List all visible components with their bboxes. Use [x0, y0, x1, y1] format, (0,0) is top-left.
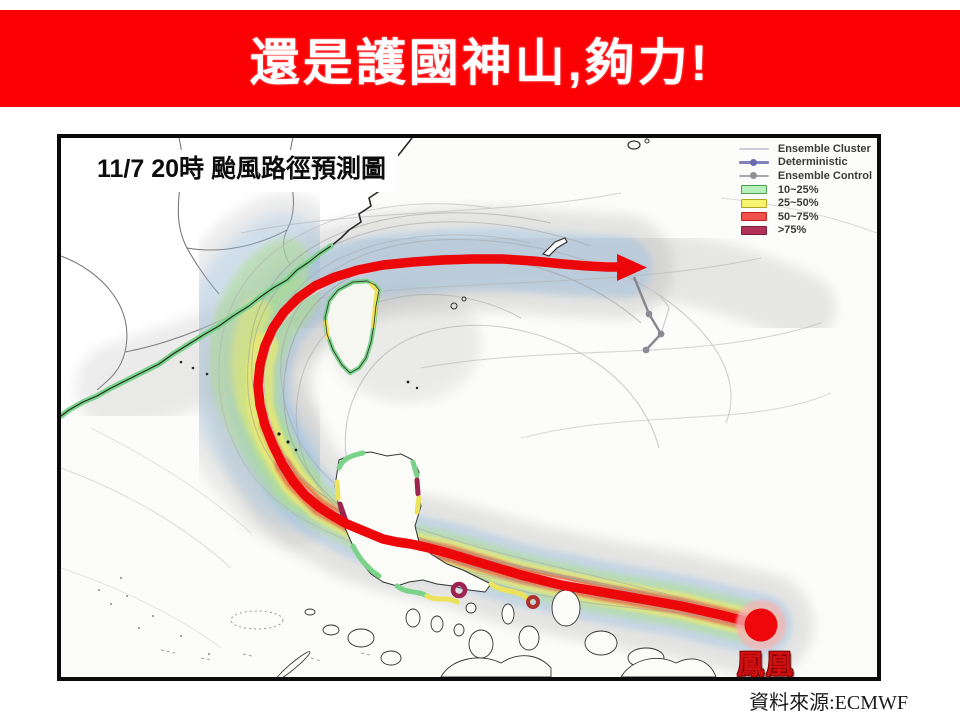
headline-title: 還是護國神山,夠力!	[249, 34, 711, 91]
typhoon-position-dot	[744, 608, 778, 642]
track-arrowhead	[617, 254, 647, 281]
legend-label: 25~50%	[777, 197, 819, 210]
map-legend: Ensemble Cluster Deterministic Ensemble …	[738, 142, 872, 237]
legend-label: Deterministic	[777, 156, 848, 169]
legend-label: 10~25%	[777, 183, 819, 196]
ensemble-control-line-icon	[738, 172, 770, 180]
legend-row-25-50: 25~50%	[738, 196, 872, 210]
probability-swatch-50-75-icon	[738, 212, 770, 222]
legend-label: Ensemble Cluster	[777, 142, 871, 155]
legend-row-10-25: 10~25%	[738, 183, 872, 197]
deterministic-track	[632, 276, 670, 354]
legend-row-75plus: >75%	[738, 224, 872, 238]
legend-row-50-75: 50~75%	[738, 210, 872, 224]
legend-row-ensemble-control: Ensemble Control	[738, 169, 872, 183]
typhoon-name-label: 鳳凰	[737, 650, 795, 680]
official-red-track	[253, 254, 786, 650]
data-source-caption: 資料來源:ECMWF	[749, 692, 908, 714]
probability-swatch-25-50-icon	[738, 198, 770, 208]
legend-row-ensemble-cluster: Ensemble Cluster	[738, 142, 872, 156]
legend-row-deterministic: Deterministic	[738, 156, 872, 170]
typhoon-forecast-map: 11/7 20時 颱風路徑預測圖 Ensemble Cluster Determ…	[57, 134, 881, 681]
probability-swatch-10-25-icon	[738, 185, 770, 195]
philippines-islands	[275, 450, 717, 677]
ensemble-cluster-line-icon	[738, 147, 770, 150]
legend-label: 50~75%	[777, 210, 819, 223]
taiwan-island	[322, 278, 382, 376]
legend-label: >75%	[777, 224, 807, 237]
map-caption: 11/7 20時 颱風路徑預測圖	[85, 150, 398, 192]
headline-banner: 還是護國神山,夠力!	[0, 10, 960, 107]
probability-swatch-75plus-icon	[738, 225, 770, 235]
deterministic-line-icon	[738, 158, 770, 166]
legend-label: Ensemble Control	[777, 169, 872, 182]
small-islands	[98, 138, 650, 662]
